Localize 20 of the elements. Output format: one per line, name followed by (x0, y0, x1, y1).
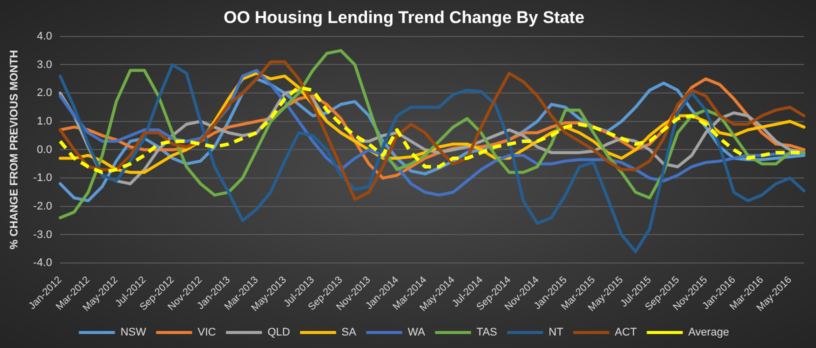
y-tick-label: 0.0 (36, 144, 52, 156)
y-tick-label: 2.0 (36, 87, 52, 100)
legend-label: Average (688, 326, 730, 339)
y-tick-label: 1.0 (36, 115, 52, 128)
legend-label: NSW (120, 326, 147, 339)
y-tick-label: -1.0 (33, 172, 52, 184)
legend-label: VIC (198, 326, 216, 339)
legend-label: QLD (267, 326, 290, 339)
legend-label: ACT (614, 326, 638, 339)
chart-title: OO Housing Lending Trend Change By State (224, 8, 584, 27)
legend-label: SA (342, 326, 357, 339)
y-tick-label: -3.0 (33, 228, 52, 241)
y-axis-title: % CHANGE FROM PREVIOUS MONTH (8, 50, 21, 250)
legend-label: NT (548, 326, 564, 339)
y-tick-label: -2.0 (33, 200, 52, 212)
y-tick-label: 4.0 (36, 30, 52, 42)
y-tick-label: -4.0 (33, 257, 52, 270)
legend-label: WA (408, 326, 426, 339)
y-tick-label: 3.0 (36, 58, 52, 71)
legend-label: TAS (476, 326, 498, 339)
